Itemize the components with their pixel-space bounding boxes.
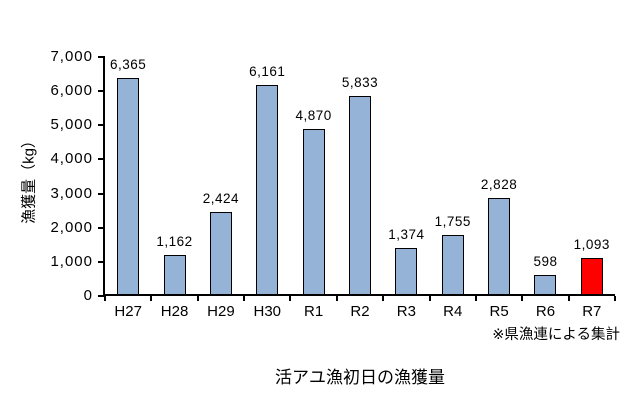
x-tick-label: R5 xyxy=(489,303,509,320)
y-tick-label: 4,000 xyxy=(50,150,93,168)
y-tick-label: 3,000 xyxy=(50,184,93,202)
bar xyxy=(488,198,511,295)
y-tick-label: 1,000 xyxy=(50,252,93,270)
x-tick-mark xyxy=(196,296,199,301)
bar xyxy=(441,235,464,295)
y-tick-mark xyxy=(98,192,105,195)
y-tick-label: 7,000 xyxy=(50,48,93,65)
footnote: ※県漁連による集計 xyxy=(492,327,620,343)
bar-value-label: 1,162 xyxy=(156,234,193,249)
y-axis-line xyxy=(103,57,105,296)
x-tick-mark xyxy=(289,296,292,301)
x-tick-label: R2 xyxy=(350,303,370,320)
bar-value-label: 6,161 xyxy=(249,64,286,79)
x-tick-mark xyxy=(567,296,570,301)
x-tick-mark xyxy=(243,296,246,301)
y-tick-mark xyxy=(98,56,105,58)
bar-value-label: 598 xyxy=(533,254,558,269)
bar-value-label: 5,833 xyxy=(341,75,379,90)
x-tick-label: H28 xyxy=(160,303,189,320)
x-tick-label: H29 xyxy=(207,303,235,320)
x-tick-mark xyxy=(104,296,106,301)
x-tick-label: R6 xyxy=(535,303,556,320)
x-tick-label: H27 xyxy=(114,303,142,320)
bar-value-label: 4,870 xyxy=(295,108,332,123)
bar xyxy=(117,78,140,295)
x-tick-label: R3 xyxy=(396,303,416,320)
x-tick-mark xyxy=(150,296,153,301)
bar xyxy=(209,212,232,295)
bar xyxy=(163,255,186,295)
bar-value-label: 1,374 xyxy=(388,227,425,242)
x-tick-label: R4 xyxy=(443,303,463,320)
x-tick-mark xyxy=(474,296,477,301)
x-axis-line xyxy=(103,294,615,296)
x-tick-mark xyxy=(335,296,338,301)
x-tick-mark xyxy=(382,296,385,301)
x-tick-mark xyxy=(428,296,431,301)
bar-value-label: 1,093 xyxy=(573,237,610,252)
chart-title: 活アユ漁初日の漁獲量 xyxy=(275,368,445,387)
x-tick-label: R1 xyxy=(304,303,324,320)
y-tick-mark xyxy=(98,260,105,263)
bar-value-label: 6,365 xyxy=(110,57,147,72)
bar-value-label: 1,755 xyxy=(434,214,471,229)
bar xyxy=(534,275,557,295)
y-tick-label: 6,000 xyxy=(50,82,93,100)
y-tick-label: 5,000 xyxy=(50,116,93,134)
y-tick-mark xyxy=(98,226,105,229)
bar-value-label: 2,424 xyxy=(202,191,240,206)
y-tick-mark xyxy=(98,90,105,93)
y-tick-mark xyxy=(98,124,105,127)
bar xyxy=(256,85,279,295)
x-tick-label: H30 xyxy=(253,303,282,320)
bar-value-label: 2,828 xyxy=(480,177,518,192)
bar xyxy=(302,129,325,295)
y-tick-mark xyxy=(98,158,105,161)
y-tick-label: 2,000 xyxy=(50,218,93,236)
y-tick-mark xyxy=(98,295,105,297)
x-tick-mark xyxy=(614,296,616,301)
bar xyxy=(580,258,603,295)
x-tick-mark xyxy=(521,296,524,301)
bar xyxy=(395,248,418,295)
y-tick-label: 0 xyxy=(83,287,93,304)
x-tick-label: R7 xyxy=(582,303,602,320)
bar xyxy=(349,96,371,295)
